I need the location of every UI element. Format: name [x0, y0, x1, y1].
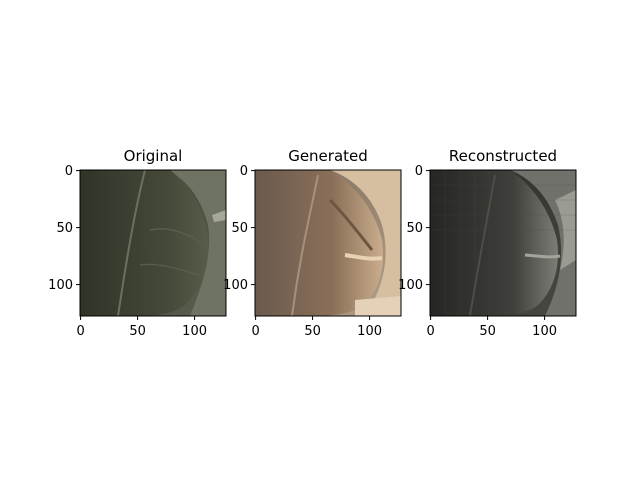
y-tick-label: 100 — [223, 278, 248, 293]
panel-frame — [79, 169, 227, 317]
y-tick-label: 0 — [240, 164, 248, 179]
x-tick-label: 0 — [426, 324, 434, 339]
y-tick-label: 0 — [65, 164, 73, 179]
y-tick-label: 50 — [231, 221, 248, 236]
y-axis: 0 50 100 — [223, 164, 255, 293]
y-tick-label: 100 — [48, 278, 73, 293]
panel-title: Reconstructed — [449, 147, 557, 165]
x-tick-label: 100 — [532, 324, 557, 339]
x-axis: 0 50 100 — [426, 316, 557, 339]
panel-reconstructed: Reconstructed — [398, 147, 577, 339]
panel-title: Generated — [288, 147, 368, 165]
panel-frame — [429, 169, 577, 317]
x-tick-label: 50 — [479, 324, 496, 339]
y-tick-label: 0 — [415, 164, 423, 179]
x-tick-label: 50 — [304, 324, 321, 339]
y-axis: 0 50 100 — [398, 164, 430, 293]
y-axis: 0 50 100 — [48, 164, 80, 293]
panel-image — [255, 170, 401, 316]
x-tick-label: 100 — [357, 324, 382, 339]
x-tick-label: 100 — [182, 324, 207, 339]
panel-image — [80, 170, 226, 316]
panel-title: Original — [124, 147, 183, 165]
panel-generated: Generated 0 50 100 0 50 — [223, 147, 402, 339]
x-tick-label: 0 — [251, 324, 259, 339]
x-tick-label: 0 — [76, 324, 84, 339]
panel-frame — [254, 169, 402, 317]
y-tick-label: 50 — [406, 221, 423, 236]
panel-image — [430, 170, 576, 316]
y-tick-label: 50 — [56, 221, 73, 236]
x-axis: 0 50 100 — [76, 316, 207, 339]
panel-original: Original 0 50 100 — [48, 147, 227, 339]
y-tick-label: 100 — [398, 278, 423, 293]
x-axis: 0 50 100 — [251, 316, 382, 339]
x-tick-label: 50 — [129, 324, 146, 339]
